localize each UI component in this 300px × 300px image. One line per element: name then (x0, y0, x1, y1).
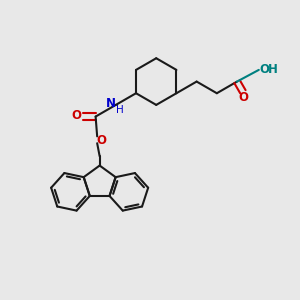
Text: N: N (106, 97, 116, 110)
Text: O: O (260, 63, 269, 76)
Text: H: H (116, 105, 124, 115)
Text: O: O (239, 91, 249, 104)
Text: O: O (72, 109, 82, 122)
Text: O: O (96, 134, 106, 147)
Text: H: H (268, 63, 278, 76)
